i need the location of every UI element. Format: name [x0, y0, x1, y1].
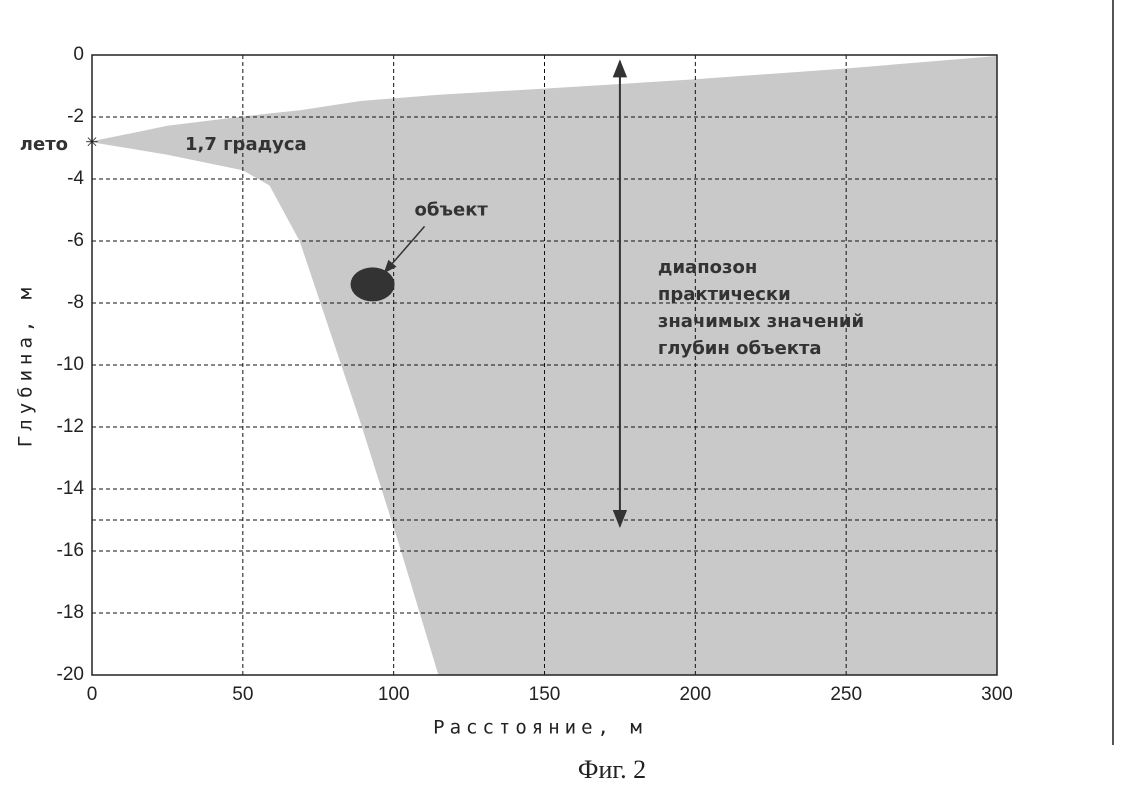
x-tick-label: 200 [679, 684, 711, 705]
range-label: практически [658, 284, 791, 305]
season-label: лето [20, 134, 68, 155]
y-tick-label: -18 [57, 602, 84, 623]
y-tick-label: -8 [67, 292, 84, 313]
x-tick-label: 50 [232, 684, 253, 705]
chart: Фиг. 2 Расстояние, м Глубина, м 0 50 100 15… [0, 0, 1123, 792]
object-label: объект [415, 199, 489, 220]
y-tick-label: -6 [67, 230, 84, 251]
range-label: значимых значений [658, 311, 864, 332]
y-tick-label: 0 [73, 44, 84, 65]
object-marker [351, 267, 395, 301]
x-axis-label: Расстояние, м [433, 717, 647, 739]
season-marker: ✳ [85, 132, 98, 151]
y-tick-label: -10 [57, 354, 84, 375]
y-tick-label: -20 [57, 664, 84, 685]
x-tick-label: 100 [378, 684, 410, 705]
x-tick-label: 0 [87, 684, 98, 705]
angle-label: 1,7 градуса [185, 134, 307, 155]
y-axis-label: Глубина, м [15, 283, 37, 447]
y-tick-label: -4 [67, 168, 84, 189]
range-label: глубин объекта [658, 338, 822, 359]
page: {"chart_data": { "type": "range-area", "… [0, 0, 1123, 792]
x-tick-label: 250 [830, 684, 862, 705]
x-tick-label: 300 [981, 684, 1013, 705]
y-tick-label: -14 [57, 478, 85, 499]
caption: Фиг. 2 [578, 755, 646, 784]
x-tick-label: 150 [529, 684, 561, 705]
y-tick-label: -2 [67, 106, 84, 127]
y-tick-label: -16 [57, 540, 84, 561]
y-tick-label: -12 [57, 416, 84, 437]
range-label: диапозон [658, 257, 757, 278]
